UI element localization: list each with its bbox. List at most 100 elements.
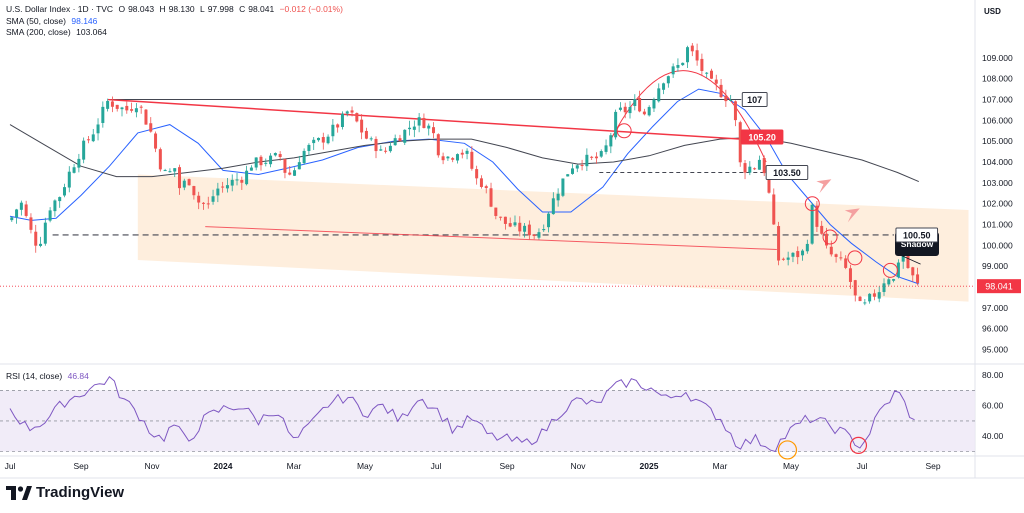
- tradingview-logo[interactable]: TradingView: [6, 484, 124, 501]
- rsi-line: [9, 375, 915, 453]
- candle-body: [901, 253, 905, 262]
- candle-body: [916, 274, 920, 283]
- candle-body: [614, 111, 618, 138]
- candle-body: [489, 188, 493, 207]
- candle-body: [58, 197, 62, 202]
- highlight-circle-4: [882, 262, 898, 278]
- candle-body: [384, 150, 388, 152]
- pointer-arrow-1: [844, 208, 860, 223]
- candle-body: [777, 226, 781, 261]
- candle-body: [446, 156, 450, 159]
- open-label: O: [118, 4, 126, 14]
- low-value: 97.998: [207, 4, 234, 14]
- candle-body: [513, 222, 517, 226]
- candle-body: [642, 111, 646, 115]
- candle-body: [547, 213, 551, 228]
- currency-label: USD: [984, 7, 1001, 16]
- candle-body: [700, 58, 704, 71]
- level-label-103-50-bg[interactable]: [765, 164, 809, 180]
- candle-body: [733, 101, 737, 121]
- legend-rsi-row[interactable]: RSI (14, close) 46.84: [6, 371, 92, 382]
- time-tick-label: Mar: [287, 461, 302, 471]
- candle-body: [307, 144, 311, 151]
- support-trendline: [205, 226, 777, 251]
- candle-body: [657, 88, 661, 102]
- candle-body: [398, 138, 402, 142]
- candle-body: [585, 154, 589, 167]
- candle-body: [249, 167, 253, 171]
- candle-body: [599, 151, 603, 157]
- candle-body: [690, 45, 694, 52]
- candle-body: [82, 140, 86, 160]
- candle-body: [432, 127, 436, 134]
- time-tick-label: Mar: [713, 461, 728, 471]
- price-tick-label: 104.000: [982, 157, 1013, 167]
- candle-body: [441, 156, 445, 161]
- candle-body: [839, 257, 843, 259]
- rsi-tick-label: 80.00: [982, 370, 1004, 380]
- candle-body: [34, 231, 38, 246]
- price-tick-label: 99.000: [982, 261, 1008, 271]
- level-label-103-50: 103.50: [773, 168, 801, 178]
- candle-body: [331, 124, 335, 137]
- level-label-100-50-bg[interactable]: [895, 227, 939, 243]
- close-label: C: [239, 4, 246, 14]
- candle-body: [374, 138, 378, 152]
- legend-sma200-row[interactable]: SMA (200, close) 103.064: [6, 27, 110, 38]
- candle-body: [360, 119, 364, 133]
- candle-body: [192, 186, 196, 196]
- candle-body: [729, 99, 733, 101]
- symbol-label[interactable]: U.S. Dollar Index · 1D · TVC: [6, 4, 114, 14]
- close-value: 98.041: [248, 4, 275, 14]
- time-tick-label: Nov: [570, 461, 586, 471]
- last-price-badge[interactable]: [977, 279, 1021, 294]
- level-label-105-20-bg[interactable]: [740, 129, 784, 145]
- candle-body: [144, 109, 148, 125]
- highlight-circle-1: [804, 196, 820, 212]
- price-tick-label: 108.000: [982, 74, 1013, 84]
- candle-body: [350, 110, 354, 113]
- rsi-oversold-circle-1: [777, 440, 798, 460]
- candle-body: [872, 293, 876, 297]
- legend-sma50-row[interactable]: SMA (50, close) 98.146: [6, 16, 100, 27]
- candle-body: [844, 258, 848, 268]
- candle-body: [417, 117, 421, 126]
- candle-body: [235, 179, 239, 181]
- candle-body: [470, 151, 474, 169]
- candle-body: [62, 187, 66, 196]
- rsi-tick-label: 60.00: [982, 401, 1004, 411]
- candle-body: [393, 138, 397, 146]
- time-tick-label: Sep: [925, 461, 940, 471]
- candle-body: [173, 168, 177, 172]
- candle-body: [638, 97, 642, 112]
- candle-body: [499, 216, 503, 218]
- candle-body: [892, 279, 896, 281]
- candle-body: [139, 106, 143, 108]
- candle-body: [796, 251, 800, 258]
- candle-body: [91, 134, 95, 142]
- price-tick-label: 100.000: [982, 240, 1013, 250]
- candle-body: [355, 113, 359, 122]
- high-value: 98.130: [168, 4, 195, 14]
- candle-body: [724, 95, 728, 102]
- candle-body: [110, 101, 114, 107]
- sma50-value: 98.146: [71, 16, 98, 26]
- candle-body: [254, 157, 258, 168]
- price-tick-label: 96.000: [982, 324, 1008, 334]
- candle-body: [561, 178, 565, 196]
- rsi-oversold-circle-2: [849, 436, 868, 454]
- candle-body: [245, 170, 249, 185]
- candle-body: [609, 135, 613, 147]
- time-tick-label: Sep: [73, 461, 88, 471]
- candle-body: [197, 195, 201, 203]
- tradingview-logo-icon: [6, 485, 32, 500]
- candle-body: [201, 202, 205, 204]
- candle-body: [297, 162, 301, 170]
- last-price-text: 98.041: [985, 282, 1013, 292]
- level-label-107-bg[interactable]: [741, 92, 768, 108]
- candle-body: [168, 171, 172, 173]
- candle-body: [647, 107, 651, 116]
- candle-body: [134, 108, 138, 113]
- time-tick-label: May: [357, 461, 374, 471]
